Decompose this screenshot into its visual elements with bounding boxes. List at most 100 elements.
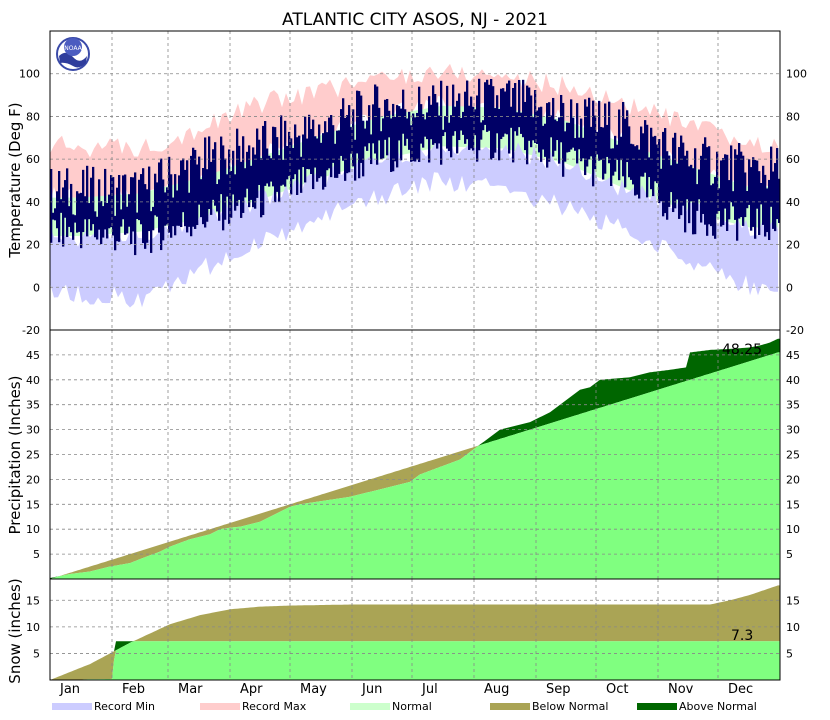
observed-temp-bar: [420, 104, 423, 144]
observed-temp-bar: [288, 131, 291, 176]
observed-temp-bar: [110, 175, 113, 228]
legend-swatch: [52, 703, 92, 710]
observed-temp-bar: [262, 125, 265, 216]
observed-temp-bar: [460, 117, 463, 131]
observed-temp-bar: [450, 115, 453, 158]
observed-temp-bar: [128, 194, 131, 227]
observed-temp-bar: [644, 120, 647, 173]
observed-temp-bar: [724, 154, 727, 209]
observed-temp-bar: [72, 214, 75, 240]
observed-temp-bar: [386, 98, 389, 156]
observed-temp-bar: [264, 121, 267, 186]
precipitation-ytick-right: 25: [786, 449, 800, 462]
snow-ytick-right: 15: [786, 594, 800, 607]
legend-swatch: [637, 703, 677, 710]
observed-temp-bar: [676, 163, 679, 200]
observed-temp-bar: [594, 115, 597, 170]
observed-temp-bar: [258, 139, 261, 185]
observed-temp-bar: [284, 120, 287, 187]
observed-temp-bar: [716, 151, 719, 214]
observed-temp-bar: [734, 149, 737, 220]
observed-temp-bar: [688, 166, 691, 224]
observed-temp-bar: [218, 179, 221, 221]
observed-temp-bar: [168, 156, 171, 233]
observed-temp-bar: [728, 180, 731, 220]
observed-temp-bar: [280, 115, 283, 186]
observed-temp-bar: [604, 103, 607, 174]
observed-temp-bar: [220, 136, 223, 195]
observed-temp-bar: [176, 190, 179, 226]
observed-temp-bar: [462, 111, 465, 135]
observed-temp-bar: [68, 206, 71, 227]
observed-temp-bar: [296, 137, 299, 195]
observed-temp-bar: [740, 151, 743, 218]
observed-temp-bar: [626, 110, 629, 163]
precipitation-below-normal-area: [50, 352, 780, 579]
observed-temp-bar: [564, 131, 567, 162]
observed-temp-bar: [188, 192, 191, 227]
observed-temp-bar: [338, 130, 341, 174]
observed-temp-bar: [746, 191, 749, 209]
observed-temp-bar: [422, 114, 425, 148]
observed-temp-bar: [598, 100, 601, 161]
observed-temp-bar: [74, 215, 77, 223]
observed-temp-bar: [134, 172, 137, 256]
observed-temp-bar: [486, 79, 489, 132]
observed-temp-bar: [316, 138, 319, 182]
observed-temp-bar: [770, 146, 773, 207]
observed-temp-bar: [192, 147, 195, 227]
observed-temp-bar: [102, 206, 105, 238]
observed-temp-bar: [678, 147, 681, 219]
observed-temp-bar: [702, 143, 705, 214]
observed-temp-bar: [528, 87, 531, 141]
observed-temp-bar: [314, 136, 317, 168]
observed-temp-bar: [392, 103, 395, 172]
observed-temp-bar: [410, 125, 413, 162]
observed-temp-bar: [686, 150, 689, 200]
observed-temp-bar: [542, 125, 545, 150]
observed-temp-bar: [112, 177, 115, 236]
observed-temp-bar: [630, 143, 633, 180]
observed-temp-bar: [130, 177, 133, 244]
observed-temp-bar: [714, 176, 717, 239]
observed-temp-bar: [628, 126, 631, 178]
observed-temp-bar: [646, 124, 649, 198]
observed-temp-bar: [186, 160, 189, 233]
precipitation-ytick-left: 45: [26, 349, 40, 362]
observed-temp-bar: [554, 119, 557, 151]
observed-temp-bar: [196, 164, 199, 226]
observed-temp-bar: [470, 96, 473, 149]
observed-temp-bar: [318, 124, 321, 179]
month-label: Sep: [546, 682, 571, 697]
observed-temp-bar: [660, 168, 663, 202]
observed-temp-bar: [442, 129, 445, 136]
observed-temp-bar: [160, 158, 163, 251]
observed-temp-bar: [86, 165, 89, 237]
observed-temp-bar: [126, 206, 129, 234]
observed-temp-bar: [290, 138, 293, 195]
observed-temp-bar: [62, 187, 65, 247]
observed-temp-bar: [224, 158, 227, 220]
observed-temp-bar: [278, 155, 281, 202]
observed-temp-bar: [558, 117, 561, 164]
observed-temp-bar: [670, 165, 673, 193]
temperature-ytick-left: 20: [26, 239, 40, 252]
observed-temp-bar: [732, 191, 735, 207]
observed-temp-bar: [50, 168, 53, 243]
observed-temp-bar: [482, 120, 485, 131]
observed-temp-bar: [156, 182, 159, 217]
observed-temp-bar: [270, 158, 273, 182]
observed-temp-bar: [368, 105, 371, 144]
precipitation-ytick-left: 10: [26, 523, 40, 536]
observed-temp-bar: [304, 116, 307, 183]
observed-temp-bar: [180, 160, 183, 228]
observed-temp-bar: [226, 174, 229, 197]
observed-temp-bar: [402, 89, 405, 134]
observed-temp-bar: [582, 137, 585, 159]
precipitation-ytick-right: 15: [786, 498, 800, 511]
observed-temp-bar: [578, 137, 581, 150]
observed-temp-bar: [214, 142, 217, 206]
snow-ylabel: Snow (inches): [6, 578, 24, 683]
observed-temp-bar: [436, 102, 439, 149]
